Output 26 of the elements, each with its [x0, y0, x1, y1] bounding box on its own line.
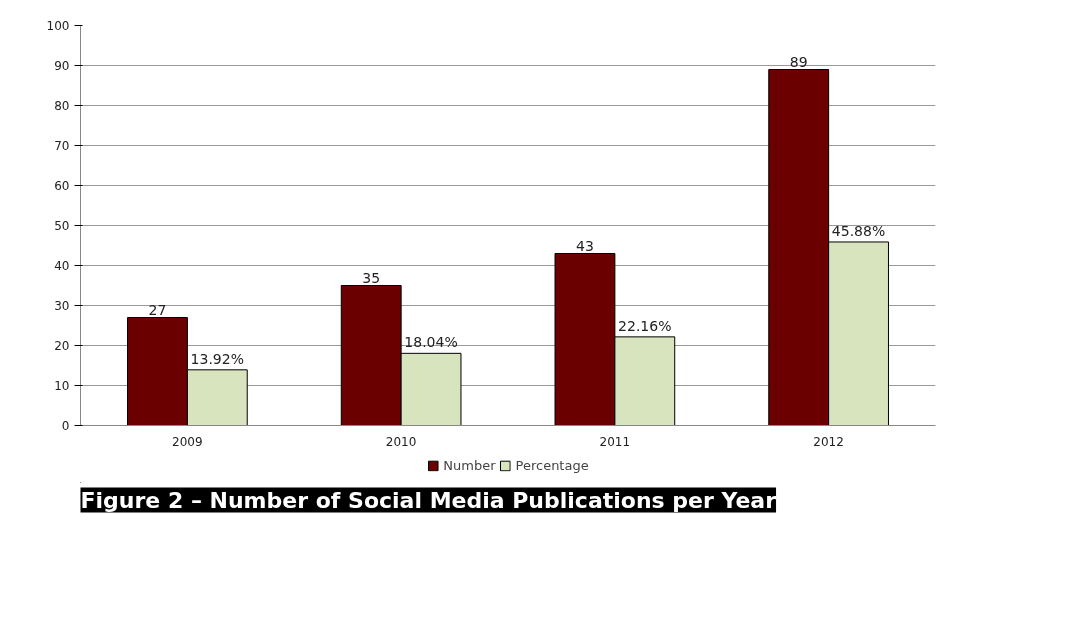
text: Figure 2 – Number of Social Media Publications per Year	[80, 487, 777, 513]
x-tick-label: 2011	[599, 434, 631, 449]
y-tick-label: 50	[54, 219, 70, 233]
y-tick-label: 0	[61, 419, 70, 433]
data-label: 89	[789, 53, 808, 70]
data-label: 35	[362, 269, 381, 286]
y-tick-label: 70	[54, 139, 70, 153]
y-tick-label: 20	[54, 339, 70, 353]
data-label: 22.16%	[618, 317, 672, 334]
data-label: 13.92%	[190, 350, 244, 367]
y-tick-label: 60	[54, 179, 70, 193]
data-label: 18.04%	[404, 334, 458, 351]
legend-label: Percentage	[515, 457, 589, 473]
legend-label: Number	[443, 457, 496, 473]
x-tick-label: 2012	[813, 434, 844, 449]
y-tick-label: 100	[46, 19, 70, 33]
x-tick-label: 2010	[385, 434, 417, 449]
x-tick-label: 2009	[172, 434, 203, 449]
y-tick-label: 80	[54, 99, 70, 113]
y-tick-label: 90	[54, 59, 70, 73]
y-tick-label: 10	[54, 379, 70, 393]
data-label: 27	[148, 301, 167, 318]
y-tick-label: 40	[54, 259, 70, 273]
data-label: 45.88%	[831, 222, 886, 239]
data-label: 43	[576, 237, 594, 254]
y-tick-label: 30	[54, 299, 70, 313]
